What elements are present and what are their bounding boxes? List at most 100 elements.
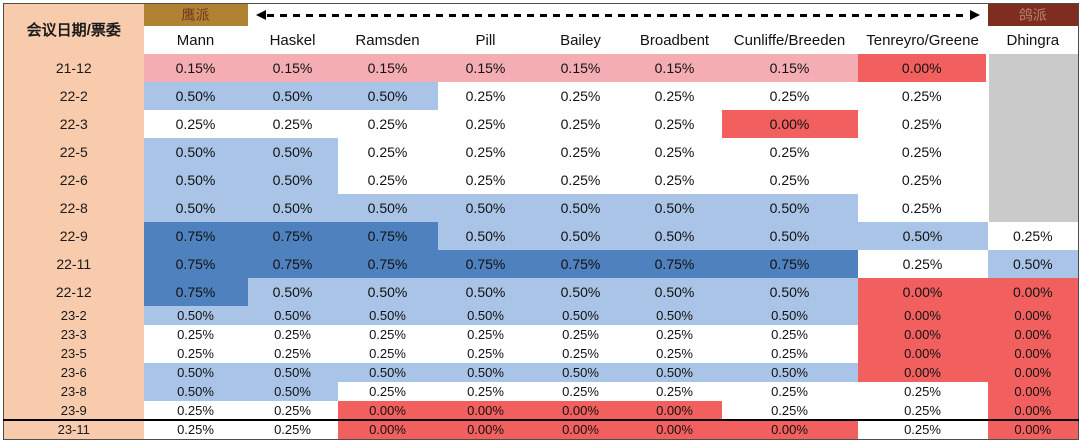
vote-cell-22-2-cunliffe-breeden: 0.25% — [721, 82, 858, 110]
vote-cell-23-6-pill: 0.50% — [437, 363, 534, 382]
vote-cell-22-12-cunliffe-breeden: 0.50% — [721, 278, 858, 306]
vote-cell-23-2-haskel: 0.50% — [247, 306, 338, 325]
vote-row-22-6: 22-6 0.50% 0.50% 0.25% 0.25% 0.25% 0.25% 0.25% 0… — [3, 166, 1079, 194]
vote-cell-22-6-tenreyro-greene: 0.25% — [857, 166, 988, 194]
vote-cell-23-11-cunliffe-breeden: 0.00% — [721, 419, 858, 439]
vote-cell-22-3-broadbent: 0.25% — [627, 110, 722, 138]
vote-cell-21-12-bailey: 0.15% — [533, 54, 628, 82]
meeting-date-22-8: 22-8 — [3, 194, 144, 222]
vote-cell-22-12-broadbent: 0.50% — [627, 278, 722, 306]
vote-cell-22-9-dhingra: 0.25% — [987, 222, 1079, 250]
vote-cell-23-5-ramsden: 0.25% — [337, 344, 438, 363]
hawk-label: 鹰派 — [143, 3, 248, 26]
vote-cell-22-12-haskel: 0.50% — [247, 278, 338, 306]
meeting-date-21-12: 21-12 — [3, 54, 144, 82]
hawk-dove-band: 会议日期/票委 鹰派 鸽派 — [3, 3, 1079, 54]
vote-cell-23-6-tenreyro-greene: 0.00% — [857, 363, 988, 382]
vote-cell-23-2-pill: 0.50% — [437, 306, 534, 325]
vote-cell-23-2-tenreyro-greene: 0.00% — [857, 306, 988, 325]
vote-cell-22-9-cunliffe-breeden: 0.50% — [721, 222, 858, 250]
vote-cell-22-11-bailey: 0.75% — [533, 250, 628, 278]
vote-row-23-6: 23-6 0.50% 0.50% 0.50% 0.50% 0.50% 0.50% 0.50% 0… — [3, 363, 1079, 382]
vote-cell-22-12-ramsden: 0.50% — [337, 278, 438, 306]
vote-cell-22-2-pill: 0.25% — [437, 82, 534, 110]
meeting-date-23-6: 23-6 — [3, 363, 144, 382]
vote-cell-23-8-ramsden: 0.25% — [337, 382, 438, 401]
vote-cell-23-9-dhingra: 0.00% — [987, 401, 1079, 420]
vote-cell-23-9-haskel: 0.25% — [247, 401, 338, 420]
vote-cell-22-8-ramsden: 0.50% — [337, 194, 438, 222]
meeting-date-22-9: 22-9 — [3, 222, 144, 250]
vote-cell-22-6-mann: 0.50% — [143, 166, 248, 194]
meeting-date-22-11: 22-11 — [3, 250, 144, 278]
vote-cell-23-9-bailey: 0.00% — [533, 401, 628, 420]
vote-cell-23-9-mann: 0.25% — [143, 401, 248, 420]
member-header-row: Mann Haskel Ramsden Pill Bailey Broadbent Cunl… — [4, 26, 1079, 54]
vote-cell-23-9-ramsden: 0.00% — [337, 401, 438, 420]
double-headed-dashed-arrow-icon — [248, 10, 988, 20]
vote-cell-22-11-ramsden: 0.75% — [337, 250, 438, 278]
vote-cell-23-11-broadbent: 0.00% — [627, 419, 722, 439]
vote-cell-22-9-broadbent: 0.50% — [627, 222, 722, 250]
vote-cell-22-6-bailey: 0.25% — [533, 166, 628, 194]
vote-cell-23-3-tenreyro-greene: 0.00% — [857, 325, 988, 344]
vote-cell-22-5-bailey: 0.25% — [533, 138, 628, 166]
vote-cell-22-8-mann: 0.50% — [143, 194, 248, 222]
vote-cell-22-2-mann: 0.50% — [143, 82, 248, 110]
vote-cell-21-12-pill: 0.15% — [437, 54, 534, 82]
meeting-date-22-12: 22-12 — [3, 278, 144, 306]
vote-cell-23-9-cunliffe-breeden: 0.25% — [721, 401, 858, 420]
vote-cell-23-9-tenreyro-greene: 0.25% — [857, 401, 988, 420]
vote-cell-22-5-cunliffe-breeden: 0.25% — [721, 138, 858, 166]
vote-cell-22-8-broadbent: 0.50% — [627, 194, 722, 222]
member-header-pill: Pill — [437, 26, 534, 54]
vote-cell-23-5-broadbent: 0.25% — [627, 344, 722, 363]
vote-cell-22-3-mann: 0.25% — [143, 110, 248, 138]
vote-cell-22-2-broadbent: 0.25% — [627, 82, 722, 110]
vote-cell-23-11-mann: 0.25% — [143, 419, 248, 439]
vote-row-23-2: 23-2 0.50% 0.50% 0.50% 0.50% 0.50% 0.50% 0.50% 0… — [3, 306, 1079, 325]
vote-row-22-3: 22-3 0.25% 0.25% 0.25% 0.25% 0.25% 0.25% 0.00% 0… — [3, 110, 1079, 138]
vote-cell-23-8-haskel: 0.50% — [247, 382, 338, 401]
member-header-ramsden: Ramsden — [337, 26, 438, 54]
vote-cell-22-9-mann: 0.75% — [143, 222, 248, 250]
vote-cell-22-5-haskel: 0.50% — [247, 138, 338, 166]
vote-cell-23-6-bailey: 0.50% — [533, 363, 628, 382]
vote-cell-21-12-ramsden: 0.15% — [337, 54, 438, 82]
vote-cell-23-3-ramsden: 0.25% — [337, 325, 438, 344]
vote-cell-22-8-pill: 0.50% — [437, 194, 534, 222]
vote-cell-23-3-cunliffe-breeden: 0.25% — [721, 325, 858, 344]
vote-cell-23-6-broadbent: 0.50% — [627, 363, 722, 382]
vote-cell-21-12-cunliffe-breeden: 0.15% — [721, 54, 858, 82]
vote-cell-23-6-mann: 0.50% — [143, 363, 248, 382]
vote-cell-21-12-tenreyro-greene: 0.00% — [857, 54, 988, 82]
vote-cell-22-6-ramsden: 0.25% — [337, 166, 438, 194]
vote-cell-22-8-haskel: 0.50% — [247, 194, 338, 222]
vote-cell-22-8-cunliffe-breeden: 0.50% — [721, 194, 858, 222]
vote-row-23-11: 23-11 0.25% 0.25% 0.00% 0.00% 0.00% 0.00% 0.00%… — [3, 419, 1079, 439]
vote-cell-23-8-broadbent: 0.25% — [627, 382, 722, 401]
vote-cell-22-3-ramsden: 0.25% — [337, 110, 438, 138]
vote-cell-23-6-ramsden: 0.50% — [337, 363, 438, 382]
vote-row-23-8: 23-8 0.50% 0.50% 0.25% 0.25% 0.25% 0.25% 0.25% 0… — [3, 382, 1079, 401]
vote-cell-23-8-dhingra: 0.00% — [987, 382, 1079, 401]
vote-cell-23-2-dhingra: 0.00% — [987, 306, 1079, 325]
meeting-date-23-3: 23-3 — [3, 325, 144, 344]
vote-cell-22-11-broadbent: 0.75% — [627, 250, 722, 278]
vote-cell-23-2-ramsden: 0.50% — [337, 306, 438, 325]
meeting-date-23-2: 23-2 — [3, 306, 144, 325]
vote-row-22-5: 22-5 0.50% 0.50% 0.25% 0.25% 0.25% 0.25% 0.25% 0… — [3, 138, 1079, 166]
vote-table: 会议日期/票委 鹰派 鸽派 Mann Haskel Ramsden Pill Baile… — [3, 3, 1080, 440]
vote-cell-23-11-tenreyro-greene: 0.25% — [857, 419, 988, 439]
arrowhead-right-icon — [969, 10, 980, 20]
vote-cell-23-6-cunliffe-breeden: 0.50% — [721, 363, 858, 382]
member-header-mann: Mann — [143, 26, 248, 54]
dashed-line — [266, 13, 969, 17]
vote-cell-23-5-tenreyro-greene: 0.00% — [857, 344, 988, 363]
vote-cell-22-3-cunliffe-breeden: 0.00% — [721, 110, 858, 138]
vote-row-23-3: 23-3 0.25% 0.25% 0.25% 0.25% 0.25% 0.25% 0.25% 0… — [3, 325, 1079, 344]
vote-cell-22-9-haskel: 0.75% — [247, 222, 338, 250]
vote-row-21-12: 21-12 0.15% 0.15% 0.15% 0.15% 0.15% 0.15% 0.15%… — [3, 54, 1079, 82]
vote-cell-22-11-tenreyro-greene: 0.25% — [857, 250, 988, 278]
meeting-date-22-6: 22-6 — [3, 166, 144, 194]
